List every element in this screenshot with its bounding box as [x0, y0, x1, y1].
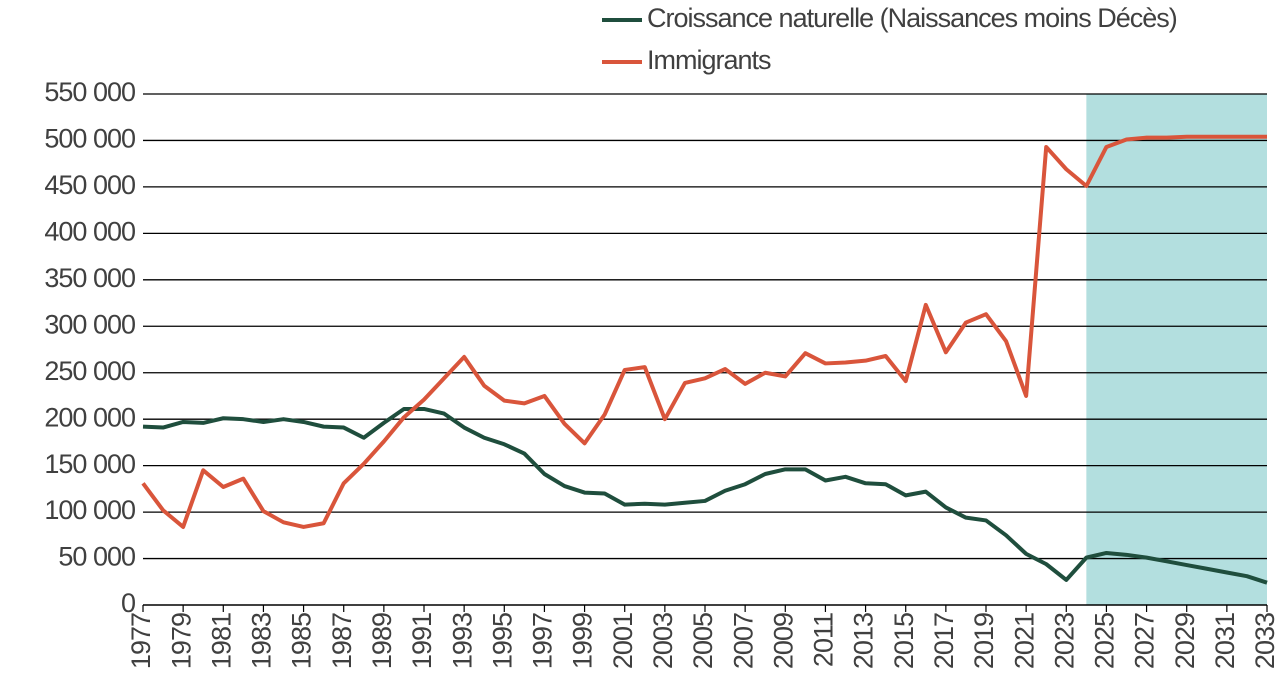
x-tick-label: 1989	[367, 613, 397, 669]
y-tick-label: 350 000	[44, 263, 135, 293]
x-tick-label: 1983	[247, 613, 277, 669]
x-tick-label: 1997	[528, 613, 558, 669]
x-tick-label: 2013	[849, 613, 879, 669]
x-tick-label: 1995	[487, 613, 517, 669]
y-tick-label: 500 000	[44, 124, 135, 154]
x-tick-label: 2033	[1250, 613, 1280, 669]
y-tick-label: 300 000	[44, 309, 135, 339]
x-tick-label: 1985	[287, 613, 317, 669]
y-tick-label: 0	[121, 588, 135, 618]
y-tick-label: 150 000	[44, 449, 135, 479]
x-tick-label: 2023	[1049, 613, 1079, 669]
y-tick-label: 100 000	[44, 495, 135, 525]
x-tick-label: 1981	[206, 613, 236, 669]
y-tick-label: 200 000	[44, 402, 135, 432]
y-tick-label: 450 000	[44, 170, 135, 200]
y-tick-label: 400 000	[44, 216, 135, 246]
x-tick-label: 1991	[407, 613, 437, 669]
x-tick-label: 2031	[1210, 613, 1240, 669]
x-tick-label: 1999	[568, 613, 598, 669]
x-tick-label: 2025	[1090, 613, 1120, 669]
x-tick-label: 2001	[608, 613, 638, 669]
y-tick-label: 550 000	[44, 77, 135, 107]
x-tick-label: 2029	[1170, 613, 1200, 669]
x-tick-label: 1979	[166, 613, 196, 669]
x-tick-label: 1987	[327, 613, 357, 669]
x-tick-label: 2007	[728, 613, 758, 669]
y-tick-label: 250 000	[44, 356, 135, 386]
projection-region	[1086, 94, 1267, 605]
legend-label: Croissance naturelle (Naissances moins D…	[647, 3, 1177, 33]
x-tick-label: 2027	[1130, 613, 1160, 669]
x-tick-label: 2005	[688, 613, 718, 669]
x-tick-label: 1993	[447, 613, 477, 669]
y-tick-label: 50 000	[58, 542, 135, 572]
x-tick-label: 2009	[768, 613, 798, 669]
x-tick-label: 2021	[1009, 613, 1039, 669]
x-tick-label: 2011	[809, 613, 839, 667]
x-tick-label: 1977	[126, 613, 156, 669]
series-line	[142, 406, 1268, 585]
x-tick-label: 2019	[969, 613, 999, 669]
x-tick-label: 2017	[929, 613, 959, 669]
series-line	[141, 134, 1267, 529]
legend-label: Immigrants	[647, 45, 771, 75]
x-tick-label: 2003	[648, 613, 678, 669]
x-tick-label: 2015	[889, 613, 919, 669]
